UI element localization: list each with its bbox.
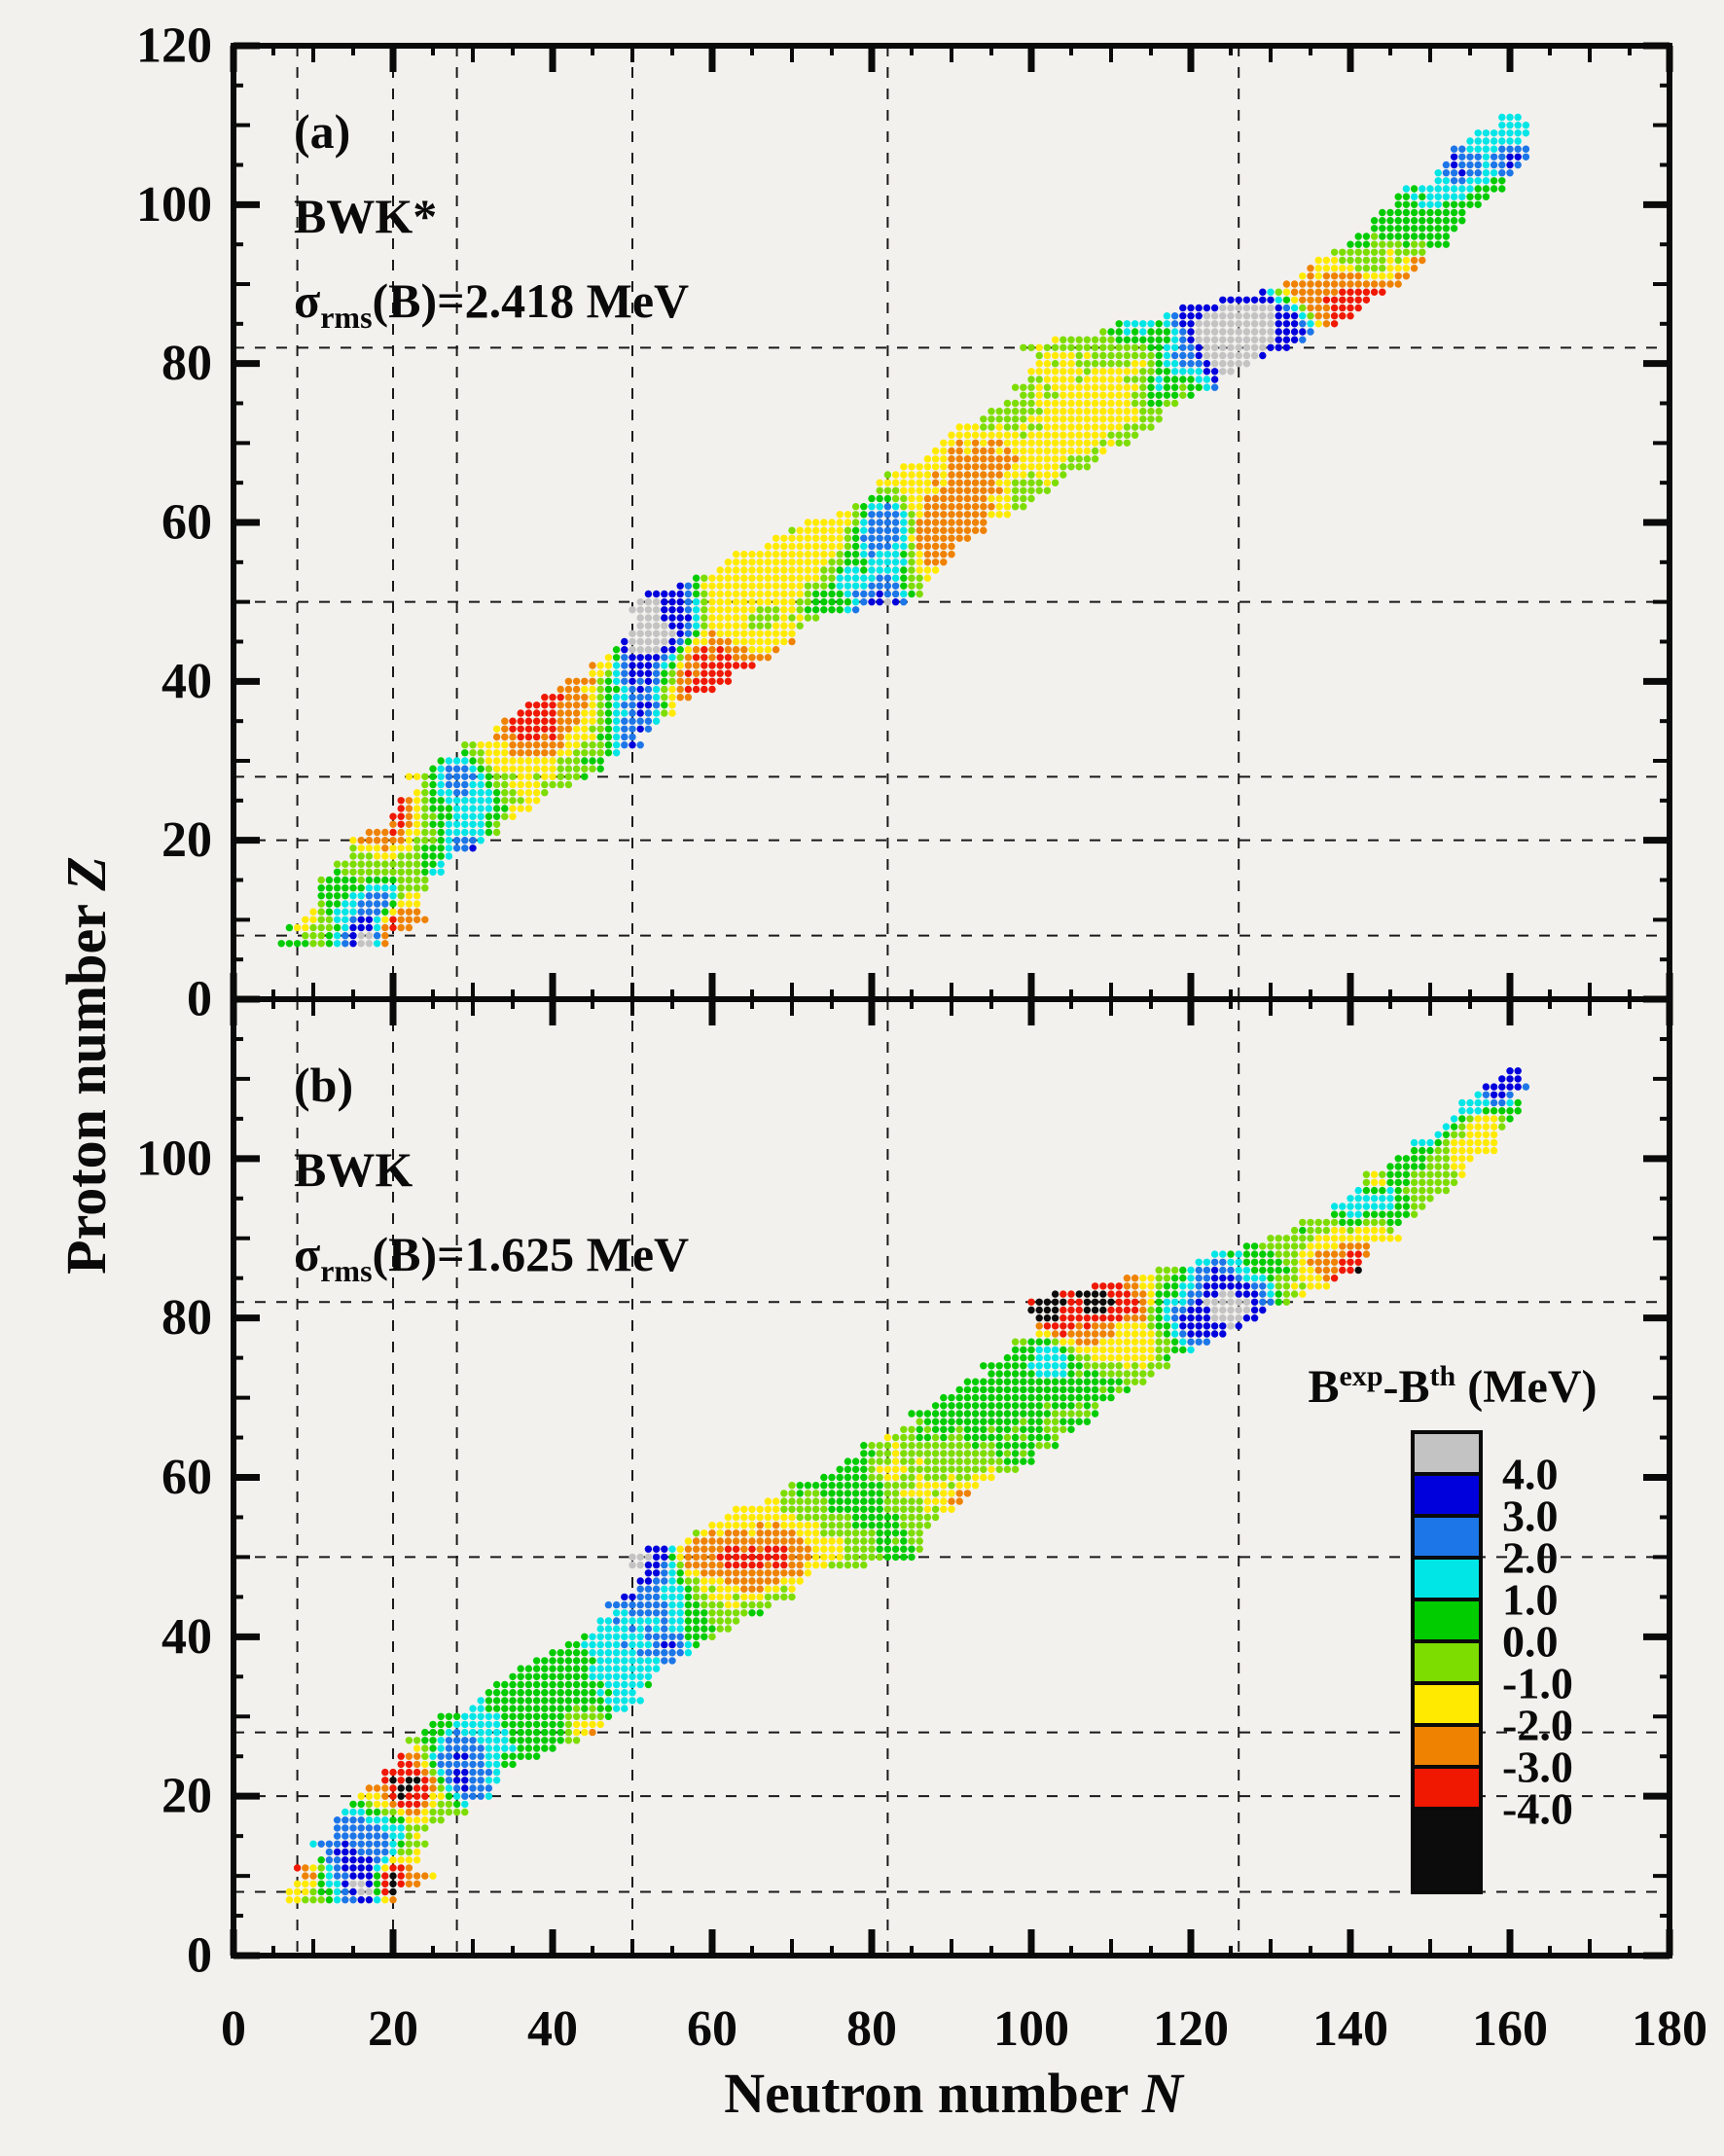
colorbar-segment xyxy=(1411,1639,1483,1685)
x-tick-label: 80 xyxy=(846,2001,897,2057)
colorbar-label: 0.0 xyxy=(1502,1617,1559,1667)
colorbar-segment xyxy=(1411,1681,1483,1727)
panel-a-model: BWK* xyxy=(294,189,438,243)
y-tick-label-a: 60 xyxy=(162,495,212,551)
colorbar-segment xyxy=(1411,1430,1483,1476)
axis-ticks xyxy=(230,42,1673,1959)
panel-b-dots xyxy=(285,1067,1530,1904)
panel-a-dots xyxy=(277,113,1530,948)
colorbar-label: -4.0 xyxy=(1502,1784,1573,1834)
panel-a-tag: (a) xyxy=(294,104,351,159)
y-tick-label-b: 80 xyxy=(162,1290,212,1346)
x-tick-label: 120 xyxy=(1153,2001,1229,2057)
panel-b-annotation: (b) BWK σrms(B)=1.625 MeV xyxy=(294,1043,689,1313)
y-tick-label-a: 40 xyxy=(162,654,212,709)
panel-a-annotation: (a) BWK* σrms(B)=2.418 MeV xyxy=(294,90,689,360)
colorbar-segment xyxy=(1411,1556,1483,1601)
colorbar-label: 2.0 xyxy=(1502,1533,1559,1583)
colorbar-segment xyxy=(1411,1765,1483,1811)
colorbar-title: Bexp-Bth (MeV) xyxy=(1308,1360,1598,1413)
x-tick-label: 40 xyxy=(527,2001,578,2057)
y-tick-label-a: 100 xyxy=(136,177,212,233)
x-tick-label: 20 xyxy=(368,2001,418,2057)
x-tick-label: 180 xyxy=(1632,2001,1707,2057)
y-tick-label-b: 20 xyxy=(162,1769,212,1824)
panel-b-model: BWK xyxy=(294,1142,413,1197)
x-tick-label: 100 xyxy=(993,2001,1069,2057)
x-tick-label: 60 xyxy=(687,2001,737,2057)
panel-a-sigma: σrms(B)=2.418 MeV xyxy=(294,273,690,335)
y-tick-label-b: 40 xyxy=(162,1609,212,1665)
tick-labels: 0 20 40 60 80 100 120 140 160 180 0 20 40 60 80 100 120 0… xyxy=(136,18,1707,2058)
y-tick-label-b: 0 xyxy=(187,1928,212,1984)
y-tick-label-a: 0 xyxy=(187,972,212,1027)
colorbar-segment xyxy=(1411,1514,1483,1560)
colorbar-segment xyxy=(1411,1807,1483,1894)
y-tick-label-b: 60 xyxy=(162,1450,212,1505)
colorbar-label: -1.0 xyxy=(1502,1659,1573,1708)
y-tick-label-a: 20 xyxy=(162,812,212,868)
x-tick-label: 140 xyxy=(1312,2001,1388,2057)
y-tick-label-a: 120 xyxy=(136,18,212,74)
colorbar-segment xyxy=(1411,1598,1483,1643)
colorbar-label: -3.0 xyxy=(1502,1743,1573,1792)
y-tick-label-a: 80 xyxy=(162,336,212,391)
colorbar-label: 4.0 xyxy=(1502,1450,1559,1499)
colorbar-label: 1.0 xyxy=(1502,1575,1559,1625)
panel-b-tag: (b) xyxy=(294,1058,354,1112)
colorbar: 4.03.02.01.00.0-1.0-2.0-3.0-4.0 xyxy=(1411,1430,1573,1894)
y-axis-title: Proton number Z xyxy=(54,856,118,1275)
x-axis-title: Neutron number N xyxy=(724,2062,1183,2125)
colorbar-segment xyxy=(1411,1472,1483,1518)
x-tick-label: 0 xyxy=(221,2001,246,2057)
colorbar-label: -2.0 xyxy=(1502,1701,1573,1750)
colorbar-segment xyxy=(1411,1723,1483,1769)
x-tick-label: 160 xyxy=(1472,2001,1548,2057)
panel-b-sigma: σrms(B)=1.625 MeV xyxy=(294,1227,690,1288)
y-tick-label-b: 100 xyxy=(136,1131,212,1186)
colorbar-label: 3.0 xyxy=(1502,1491,1559,1541)
